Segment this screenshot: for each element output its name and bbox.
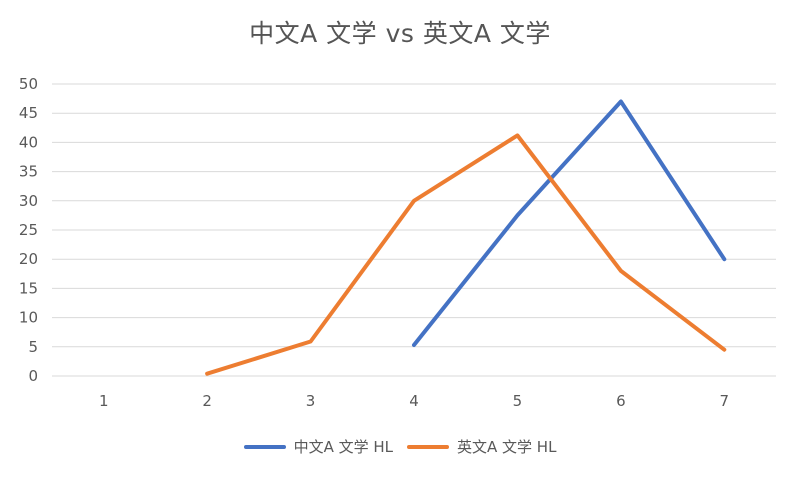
y-tick-label: 5	[28, 338, 38, 356]
x-tick-label: 5	[513, 392, 523, 410]
y-tick-label: 45	[19, 104, 38, 122]
x-tick-label: 1	[99, 392, 109, 410]
y-tick-label: 25	[19, 221, 38, 239]
x-tick-label: 6	[616, 392, 626, 410]
y-tick-label: 40	[19, 133, 38, 151]
y-tick-label: 15	[19, 279, 38, 297]
y-tick-label: 50	[19, 75, 38, 93]
chart-legend: 中文A 文学 HL 英文A 文学 HL	[0, 436, 800, 457]
chart-title: 中文A 文学 vs 英文A 文学	[249, 19, 551, 48]
x-tick-label: 3	[306, 392, 316, 410]
legend-swatch	[243, 444, 286, 449]
y-tick-label: 30	[19, 192, 38, 210]
legend-label: 英文A 文学 HL	[457, 438, 557, 456]
legend-item: 中文A 文学 HL	[243, 436, 393, 457]
x-tick-label: 7	[720, 392, 730, 410]
series-line-2	[205, 133, 727, 376]
legend-item: 英文A 文学 HL	[407, 436, 556, 457]
y-tick-label: 10	[19, 309, 38, 327]
legend-label: 中文A 文学 HL	[293, 438, 393, 456]
series-line-1	[412, 99, 727, 347]
x-tick-label: 2	[202, 392, 212, 410]
legend-swatch	[407, 444, 449, 449]
x-tick-label: 4	[409, 392, 419, 410]
y-tick-label: 20	[19, 250, 38, 268]
y-tick-label: 0	[28, 367, 38, 385]
y-tick-label: 35	[19, 163, 38, 181]
